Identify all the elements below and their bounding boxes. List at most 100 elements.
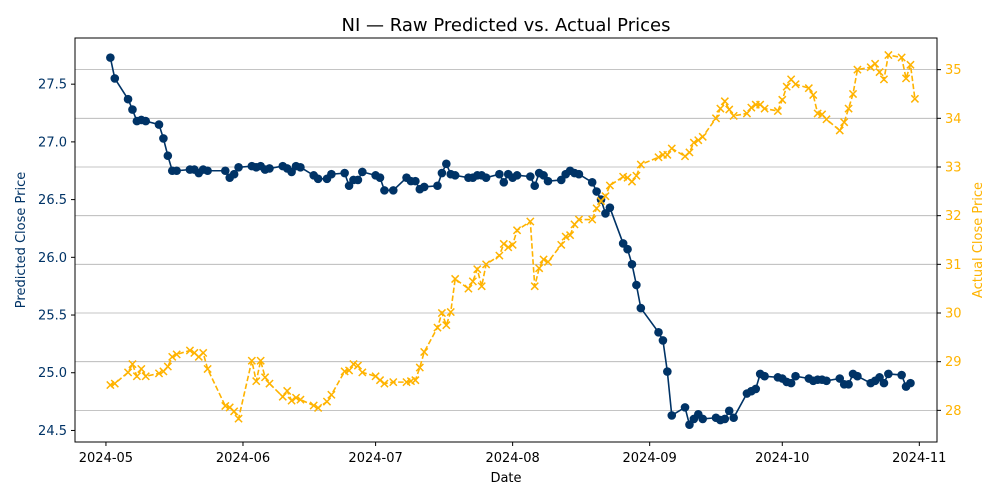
actual-point: [689, 138, 699, 147]
predicted-point: [159, 134, 168, 143]
x-tick-label: 2024-06: [216, 451, 270, 466]
predicted-point: [658, 336, 668, 345]
actual-point: [464, 284, 473, 293]
actual-point: [221, 401, 230, 411]
predicted-point: [128, 105, 137, 114]
actual-point: [725, 105, 734, 114]
left-y-tick-label: 24.5: [38, 424, 67, 439]
actual-point: [879, 75, 889, 84]
predicted-point: [353, 175, 363, 185]
actual-point: [504, 243, 513, 252]
predicted-point: [499, 177, 509, 187]
actual-point: [535, 264, 544, 273]
predicted-point: [481, 173, 491, 182]
actual-point: [588, 215, 597, 224]
actual-point: [344, 366, 354, 375]
predicted-point: [879, 378, 889, 388]
actual-point: [291, 393, 301, 402]
actual-point: [663, 150, 672, 159]
actual-point: [632, 171, 641, 180]
actual-point: [154, 369, 164, 378]
predicted-point: [141, 116, 151, 126]
series-layer: [106, 50, 920, 429]
actual-point: [835, 126, 844, 135]
predicted-point: [623, 244, 632, 254]
actual-point: [804, 84, 813, 93]
axes-layer: 2024-05 2024-06 2024-07 2024-08 2024-09 2024-…: [38, 37, 962, 466]
actual-point: [495, 251, 504, 260]
actual-point: [265, 379, 274, 388]
actual-point: [287, 396, 296, 405]
actual-point: [185, 346, 195, 355]
actual-point: [716, 104, 725, 113]
predicted-point: [123, 94, 133, 104]
predicted-point: [760, 371, 769, 381]
actual-point: [199, 348, 208, 358]
actual-point: [557, 240, 566, 249]
actual-point: [561, 232, 570, 241]
predicted-point: [512, 171, 522, 180]
right-y-axis-title: Actual Close Price: [971, 182, 986, 298]
left-y-tick-label: 25.0: [38, 366, 67, 381]
predicted-point: [495, 169, 504, 179]
right-y-tick-label: 33: [945, 160, 962, 175]
predicted-point: [106, 53, 115, 62]
left-y-tick-label: 26.0: [38, 251, 67, 266]
predicted-point: [380, 186, 389, 195]
actual-point: [782, 82, 791, 91]
actual-point: [230, 407, 239, 416]
predicted-point: [844, 379, 853, 389]
actual-point: [844, 104, 853, 113]
actual-point: [791, 80, 800, 89]
actual-point: [539, 255, 548, 264]
actual-point: [477, 282, 486, 291]
actual-point: [760, 104, 769, 113]
predicted-point: [163, 151, 173, 161]
actual-point: [260, 373, 270, 382]
actual-point: [773, 106, 782, 116]
actual-point: [848, 89, 858, 99]
actual-point: [380, 379, 389, 388]
right-y-tick-label: 35: [945, 63, 962, 78]
predicted-point: [154, 120, 164, 129]
predicted-point: [822, 376, 831, 386]
actual-point: [543, 257, 553, 267]
right-y-tick-label: 29: [945, 355, 962, 370]
predicted-point: [724, 406, 734, 416]
x-tick-label: 2024-07: [348, 451, 402, 466]
actual-point: [636, 160, 645, 169]
actual-point: [451, 274, 460, 284]
predicted-point: [751, 384, 761, 394]
left-y-axis-title: Predicted Close Price: [14, 172, 29, 308]
actual-point: [389, 377, 398, 387]
right-y-tick-label: 30: [945, 307, 962, 322]
predicted-point: [791, 371, 800, 381]
predicted-series-line: [109, 57, 911, 427]
actual-point: [729, 111, 738, 121]
actual-point: [822, 115, 831, 124]
actual-point: [897, 53, 906, 62]
actual-point: [283, 386, 292, 396]
actual-point: [234, 414, 243, 423]
actual-point: [433, 323, 442, 332]
actual-point: [309, 401, 318, 410]
actual-point: [468, 277, 477, 286]
actual-series-line: [110, 54, 916, 421]
actual-point: [168, 352, 177, 361]
predicted-point: [680, 403, 690, 412]
actual-point: [473, 265, 482, 274]
predicted-point: [636, 303, 646, 313]
actual-point: [132, 372, 142, 381]
predicted-point: [437, 168, 447, 178]
right-y-tick-label: 28: [945, 404, 962, 419]
predicted-point: [419, 182, 429, 192]
predicted-point: [654, 328, 663, 337]
predicted-point: [543, 176, 553, 186]
actual-point: [875, 67, 884, 77]
actual-point: [411, 376, 420, 385]
predicted-point: [667, 411, 677, 420]
actual-point: [778, 95, 787, 104]
actual-point: [437, 308, 447, 318]
x-tick-label: 2024-09: [623, 451, 677, 466]
predicted-point: [632, 280, 641, 290]
